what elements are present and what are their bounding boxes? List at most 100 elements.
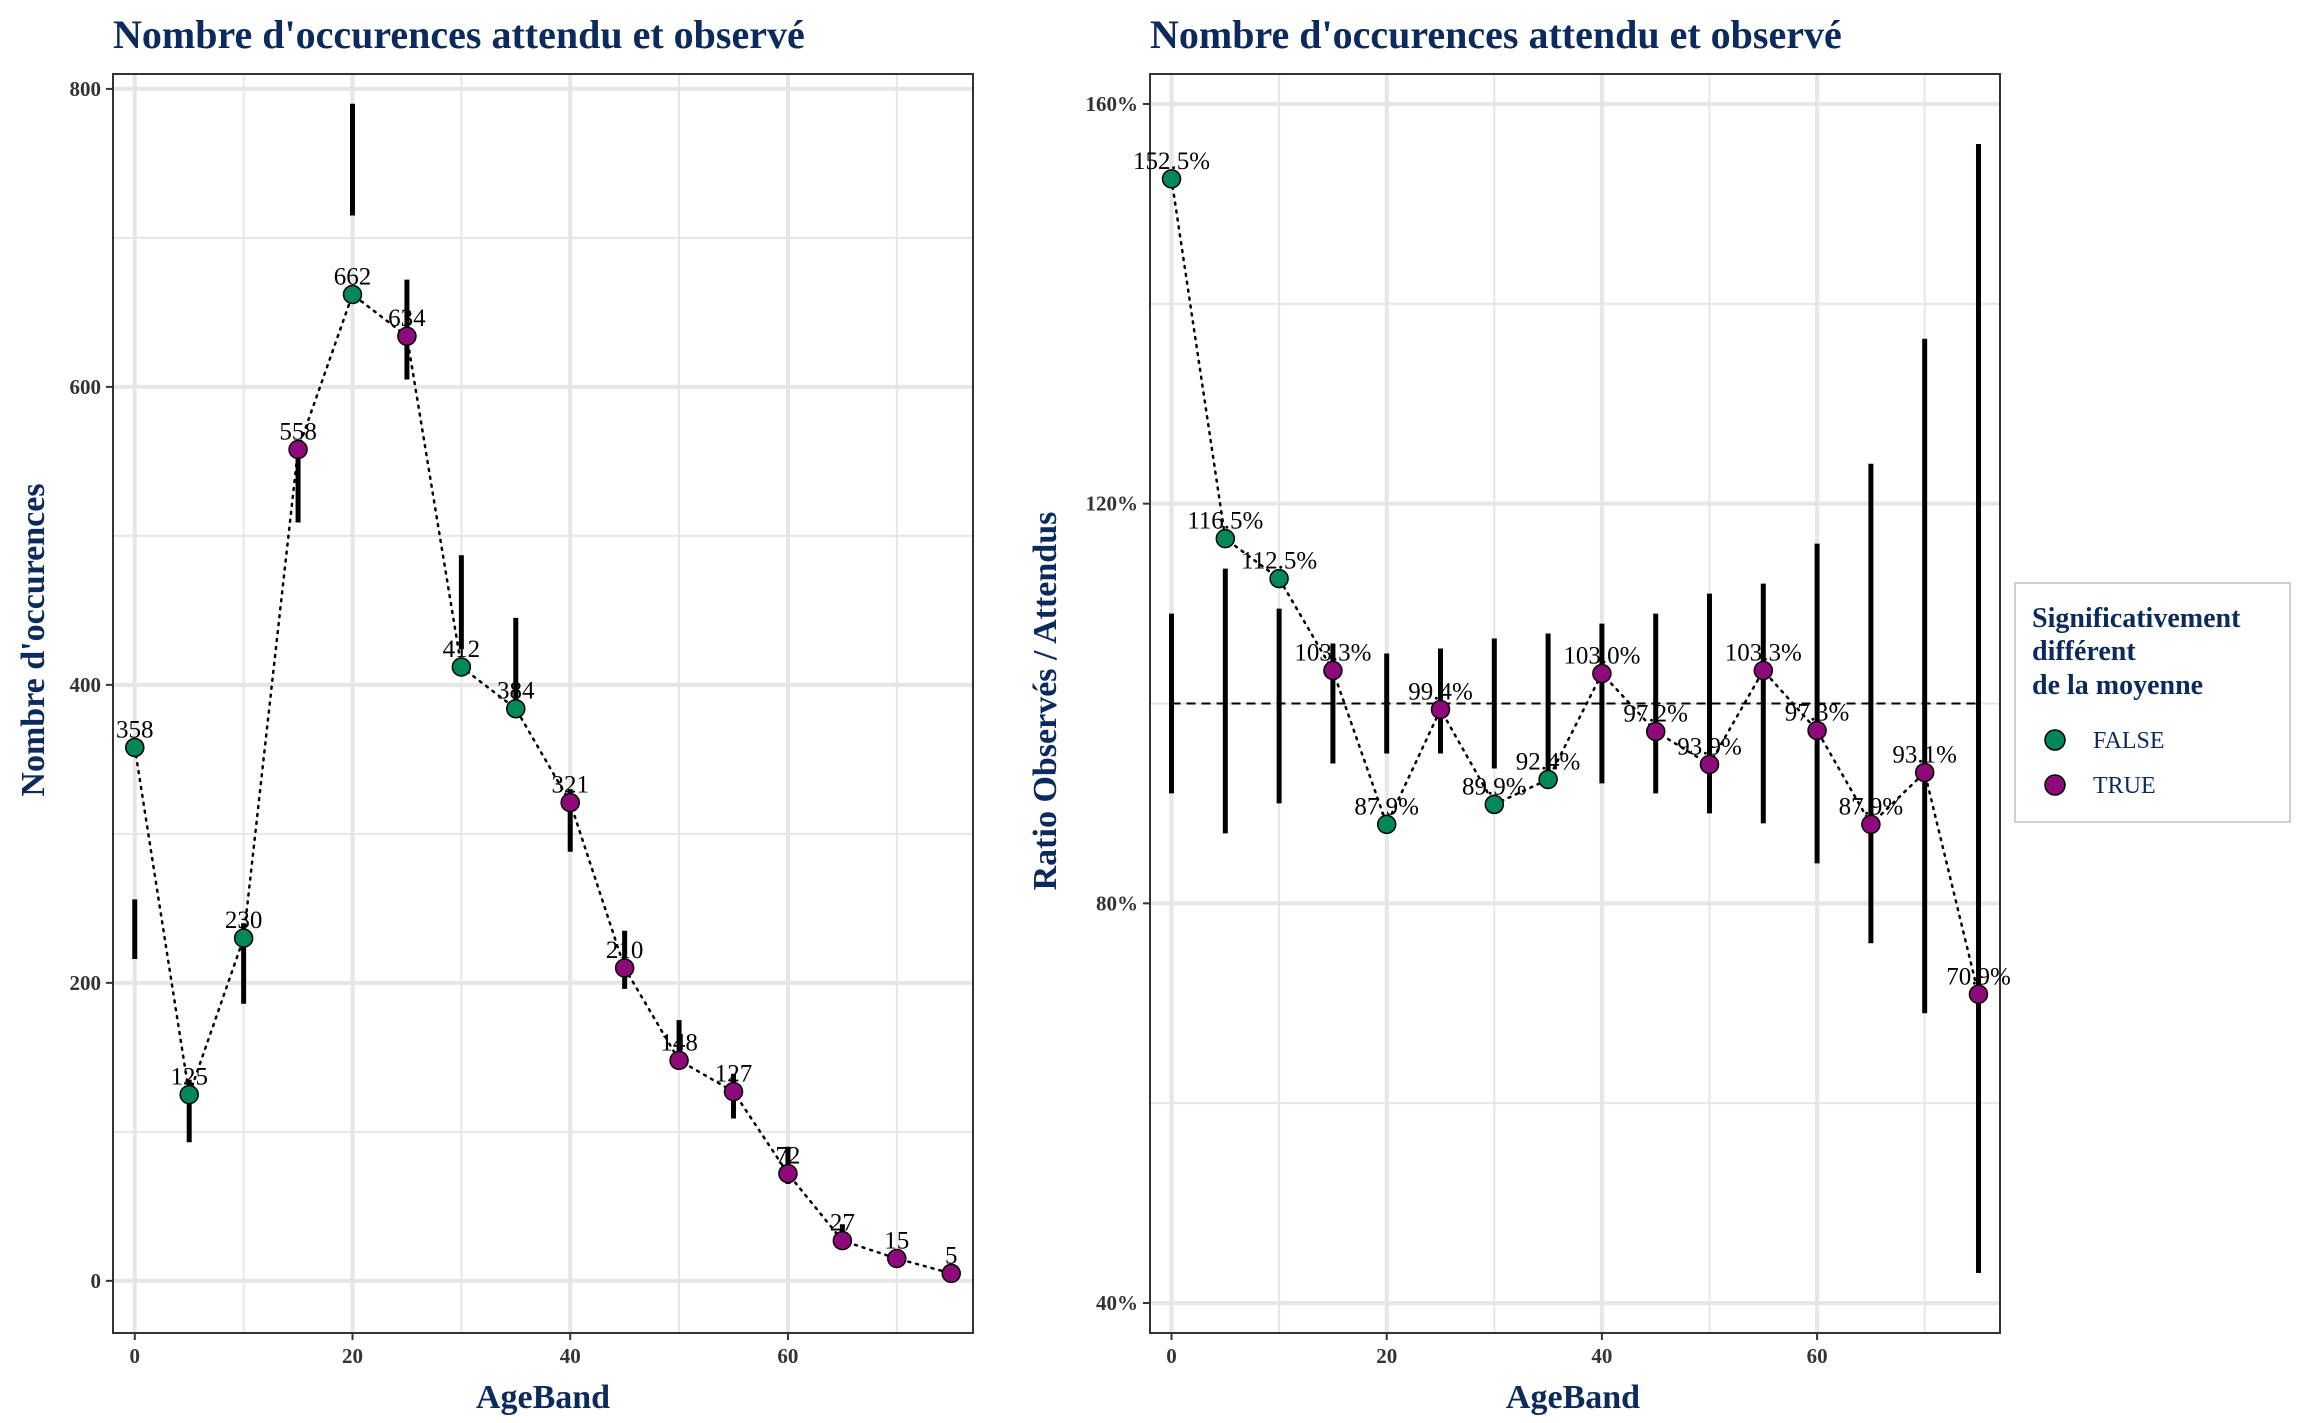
left-y-tick-label: 200 xyxy=(70,971,102,995)
left-data-point xyxy=(397,326,417,346)
right-data-point xyxy=(1323,660,1343,681)
right-data-point xyxy=(1914,762,1935,783)
right-y-tick-label: 40% xyxy=(1096,1291,1138,1315)
right-data-label: 97.3% xyxy=(1785,699,1850,726)
right-x-tick-label: 20 xyxy=(1376,1344,1397,1368)
left-data-label: 384 xyxy=(497,678,535,705)
left-data-label: 127 xyxy=(715,1061,753,1088)
left-data-point xyxy=(288,439,308,460)
left-grid xyxy=(113,74,973,1333)
right-data-label: 89.9% xyxy=(1462,773,1527,800)
left-x-tick-label: 0 xyxy=(130,1344,141,1368)
left-data-point xyxy=(778,1163,798,1184)
right-y-tick-label: 120% xyxy=(1086,492,1139,516)
right-y-tick-label: 160% xyxy=(1086,92,1139,116)
left-data-point xyxy=(451,657,472,677)
left-data-label: 412 xyxy=(443,636,481,663)
right-data-point xyxy=(1538,769,1558,790)
left-chart-title: Nombre d'occurences attendu et observé xyxy=(113,12,805,57)
right-x-axis-title: AgeBand xyxy=(1506,1379,1640,1416)
left-y-tick-label: 800 xyxy=(70,77,102,101)
left-panel-border xyxy=(112,73,974,1334)
left-data-point xyxy=(179,1084,199,1105)
right-x-tick-label: 0 xyxy=(1166,1344,1177,1368)
legend: Significativement différent de la moyenn… xyxy=(2014,582,2291,823)
right-data-label: 93.1% xyxy=(1892,741,1957,768)
left-data-label: 230 xyxy=(225,907,263,934)
left-data-label: 5 xyxy=(945,1242,958,1269)
right-data-point xyxy=(1484,794,1505,815)
right-data-label: 112.5% xyxy=(1241,548,1317,575)
left-x-tick-label: 20 xyxy=(342,1344,363,1368)
left-y-tick-label: 400 xyxy=(70,673,102,697)
right-data-point xyxy=(1161,169,1182,189)
left-data-point xyxy=(832,1230,853,1251)
left-data-label: 125 xyxy=(170,1064,208,1091)
right-data-label: 116.5% xyxy=(1187,508,1263,535)
legend-key-false xyxy=(2044,729,2066,751)
right-y-tick-label: 80% xyxy=(1096,891,1138,915)
right-chart-title: Nombre d'occurences attendu et observé xyxy=(1150,12,1842,57)
right-data-point xyxy=(1753,660,1774,681)
right-data-label: 93.9% xyxy=(1677,733,1742,760)
left-x-axis-title: AgeBand xyxy=(476,1379,610,1416)
legend-title-line-1: Significativement xyxy=(2032,603,2241,634)
right-data-point xyxy=(1430,699,1451,720)
right-data-label: 87.9% xyxy=(1839,793,1904,820)
right-data-point xyxy=(1861,814,1881,835)
right-x-tick-label: 60 xyxy=(1807,1344,1828,1368)
left-data-point xyxy=(233,928,254,948)
left-data-point xyxy=(887,1248,907,1269)
left-x-tick-label: 60 xyxy=(777,1344,798,1368)
right-connecting-path xyxy=(1170,177,1980,996)
right-data-label: 92.4% xyxy=(1516,748,1581,775)
legend-title-line-2: différent xyxy=(2032,636,2136,667)
left-data-point xyxy=(723,1081,744,1102)
right-data-point xyxy=(1269,568,1289,589)
right-panel-border xyxy=(1149,73,2001,1334)
left-data-point xyxy=(506,698,526,719)
legend-label-true: TRUE xyxy=(2093,773,2156,799)
right-data-label: 70.9% xyxy=(1946,963,2011,990)
right-data-point xyxy=(1376,814,1397,835)
right-x-tick-label: 40 xyxy=(1591,1344,1612,1368)
left-data-point xyxy=(342,284,363,305)
legend-title-line-3: de la moyenne xyxy=(2032,670,2203,701)
left-data-point xyxy=(669,1050,689,1071)
right-data-label: 152.5% xyxy=(1133,148,1210,175)
left-data-label: 358 xyxy=(116,716,154,743)
right-data-label: 103.0% xyxy=(1563,643,1640,670)
legend-label-false: FALSE xyxy=(2093,728,2165,754)
left-data-point xyxy=(560,792,580,813)
right-data-label: 103.3% xyxy=(1725,640,1802,667)
right-data-point xyxy=(1645,721,1666,742)
right-data-point xyxy=(1968,984,1989,1005)
right-panel: Nombre d'occurences attendu et observé A… xyxy=(1027,12,2011,1416)
left-data-label: 15 xyxy=(884,1228,909,1255)
right-data-point xyxy=(1592,663,1612,684)
right-data-point xyxy=(1807,720,1827,741)
left-data-label: 27 xyxy=(830,1210,855,1237)
left-data-point xyxy=(614,958,635,978)
left-y-tick-label: 600 xyxy=(70,375,102,399)
left-data-label: 558 xyxy=(279,418,317,445)
right-data-label: 97.2% xyxy=(1623,700,1688,727)
left-panel: Nombre d'occurences attendu et observé A… xyxy=(15,12,974,1416)
right-data-label: 103.3% xyxy=(1294,640,1371,667)
left-data-label: 662 xyxy=(334,264,372,291)
left-y-axis-title: Nombre d'occurences xyxy=(15,483,52,796)
left-data-label: 72 xyxy=(775,1143,800,1170)
left-data-label: 148 xyxy=(660,1029,698,1056)
left-data-label: 210 xyxy=(606,937,644,964)
left-data-label: 321 xyxy=(551,772,589,799)
left-data-label: 634 xyxy=(388,305,426,332)
right-data-label: 87.9% xyxy=(1354,793,1419,820)
legend-key-true xyxy=(2044,774,2066,796)
right-data-point xyxy=(1215,528,1236,549)
right-data-point xyxy=(1699,754,1720,775)
left-connecting-path xyxy=(133,292,953,1275)
left-y-tick-label: 0 xyxy=(91,1269,102,1293)
left-data-point xyxy=(125,737,145,758)
